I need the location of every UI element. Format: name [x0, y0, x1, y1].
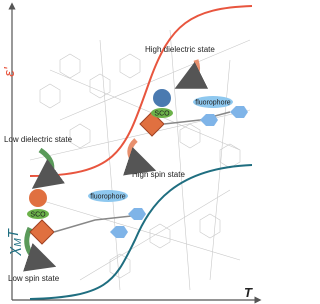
fluorophore-tag: fluorophore — [195, 100, 231, 107]
transition-arrow — [130, 140, 142, 166]
diagram: ε' χMT T High dielectric state Low diele… — [0, 0, 263, 304]
y-top-label: ε' — [1, 66, 18, 77]
sco-tag: SCO — [30, 212, 46, 219]
sco-tag: SCO — [154, 111, 170, 118]
y-bottom-label: χMT — [5, 227, 24, 257]
high-spin-label: High spin state — [132, 170, 185, 179]
low-dielectric-label: Low dielectric state — [4, 135, 73, 144]
chi-suffix: T — [5, 227, 22, 238]
transition-arrow — [188, 60, 198, 82]
dielectric-curve — [30, 6, 252, 176]
crystal-network — [30, 30, 250, 290]
fluorophore-tag: fluorophore — [90, 194, 126, 201]
high-dielectric-label: High dielectric state — [145, 45, 215, 54]
low-spin-label: Low spin state — [8, 274, 60, 283]
x-label: T — [244, 285, 253, 300]
